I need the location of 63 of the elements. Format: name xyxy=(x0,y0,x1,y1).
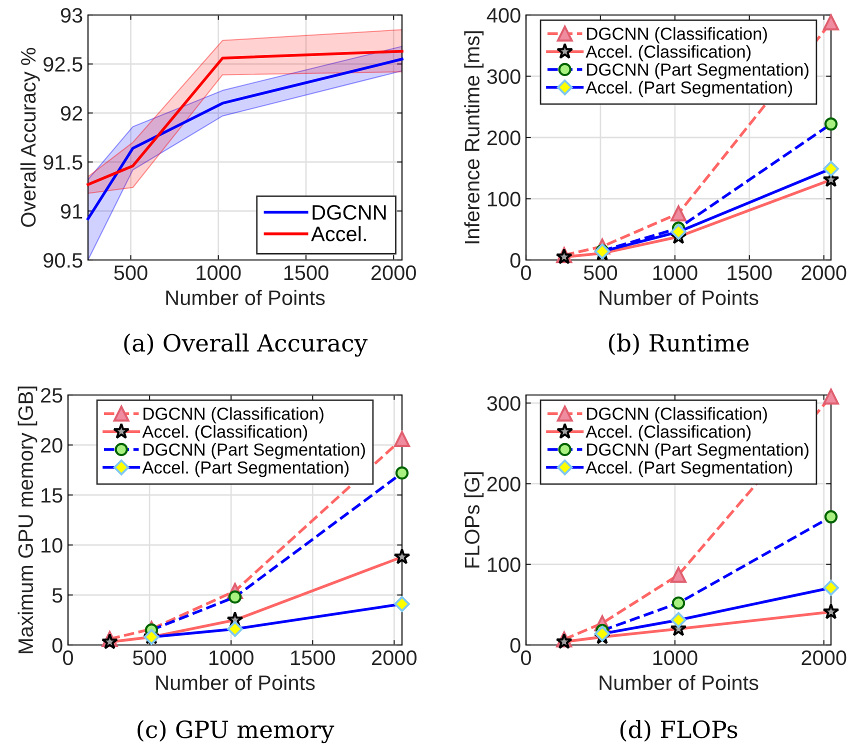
y-tick-label: 100 xyxy=(488,557,520,572)
y-tick-label: 91.5 xyxy=(44,155,82,170)
x-tick-label: 1000 xyxy=(196,265,241,280)
x-tick-label: 2000 xyxy=(802,265,846,280)
x-axis-title: Number of Points xyxy=(166,290,325,306)
y-tick-label: 400 xyxy=(486,8,520,23)
y-axis-title: Maximum GPU memory [GB] xyxy=(18,386,38,654)
y-tick-label: 200 xyxy=(487,130,520,146)
y-axis-title: Inference Runtime [ms] xyxy=(464,31,484,244)
y-tick-label: 0 xyxy=(52,638,62,653)
legend-label: Accel. xyxy=(311,226,366,242)
y-tick-label: 91 xyxy=(60,204,82,219)
legend-label: Accel. (Part Segmentation) xyxy=(586,80,792,98)
legend-label: Accel. (Classification) xyxy=(586,425,751,442)
y-tick-label: 300 xyxy=(487,69,520,84)
legend-label: Accel. (Classification) xyxy=(142,425,308,442)
x-tick-label: 500 xyxy=(114,265,148,280)
y-axis-title: FLOPs [G] xyxy=(464,472,484,568)
y-tick-label: 20 xyxy=(41,438,62,453)
text: (a) Overall Accuracy xyxy=(124,334,368,357)
legend-label: Accel. (Part Segmentation) xyxy=(586,460,792,478)
y-tick-label: 5 xyxy=(52,588,62,603)
x-axis-title: Number of Points xyxy=(156,674,315,690)
x-tick-label: 500 xyxy=(584,265,618,280)
x-tick-label: 1500 xyxy=(728,265,772,280)
y-tick-label: 15 xyxy=(42,488,62,503)
legend-label: DGCNN (Classification) xyxy=(587,407,767,424)
y-tick-label: 100 xyxy=(488,192,520,207)
x-tick-label: 1000 xyxy=(653,650,698,666)
text: (d) FLOPs xyxy=(620,720,738,742)
text: (b) Runtime xyxy=(609,334,749,356)
y-tick-label: 0 xyxy=(510,638,520,653)
x-axis-title: Number of Points xyxy=(600,674,758,690)
text: (c) GPU memory xyxy=(138,720,334,744)
y-tick-label: 25 xyxy=(41,388,62,403)
x-tick-label: 2000 xyxy=(802,650,846,666)
y-tick-label: 300 xyxy=(487,396,520,411)
legend-label: DGCNN xyxy=(312,205,386,220)
legend-label: DGCNN (Part Segmentation) xyxy=(587,442,808,460)
y-axis-title: Overall Accuracy % xyxy=(20,48,40,227)
y-tick-label: 0 xyxy=(510,253,520,268)
x-axis-title: Number of Points xyxy=(600,290,758,306)
x-tick-label: 0 xyxy=(521,650,531,666)
x-tick-label: 2000 xyxy=(372,650,417,666)
y-tick-label: 10 xyxy=(42,538,62,553)
legend-label: DGCNN (Part Segmentation) xyxy=(144,442,365,460)
legend-label: Accel. (Part Segmentation) xyxy=(142,460,349,478)
legend-label: DGCNN (Classification) xyxy=(587,27,767,44)
y-tick-label: 200 xyxy=(487,476,520,492)
x-tick-label: 1500 xyxy=(284,265,328,280)
x-tick-label: 500 xyxy=(133,650,166,666)
y-tick-label: 93 xyxy=(60,8,82,23)
x-tick-label: 1000 xyxy=(653,265,698,280)
y-tick-label: 92.5 xyxy=(44,57,82,72)
y-tick-label: 90.5 xyxy=(44,253,82,268)
x-tick-label: 0 xyxy=(521,265,531,280)
x-tick-label: 1000 xyxy=(210,650,254,666)
y-tick-label: 92 xyxy=(60,106,82,121)
legend-label: DGCNN (Part Segmentation) xyxy=(587,62,808,80)
legend-label: Accel. (Classification) xyxy=(586,45,751,62)
x-tick-label: 1500 xyxy=(291,650,335,666)
x-tick-label: 2000 xyxy=(371,265,416,280)
legend-label: DGCNN (Classification) xyxy=(144,407,324,424)
